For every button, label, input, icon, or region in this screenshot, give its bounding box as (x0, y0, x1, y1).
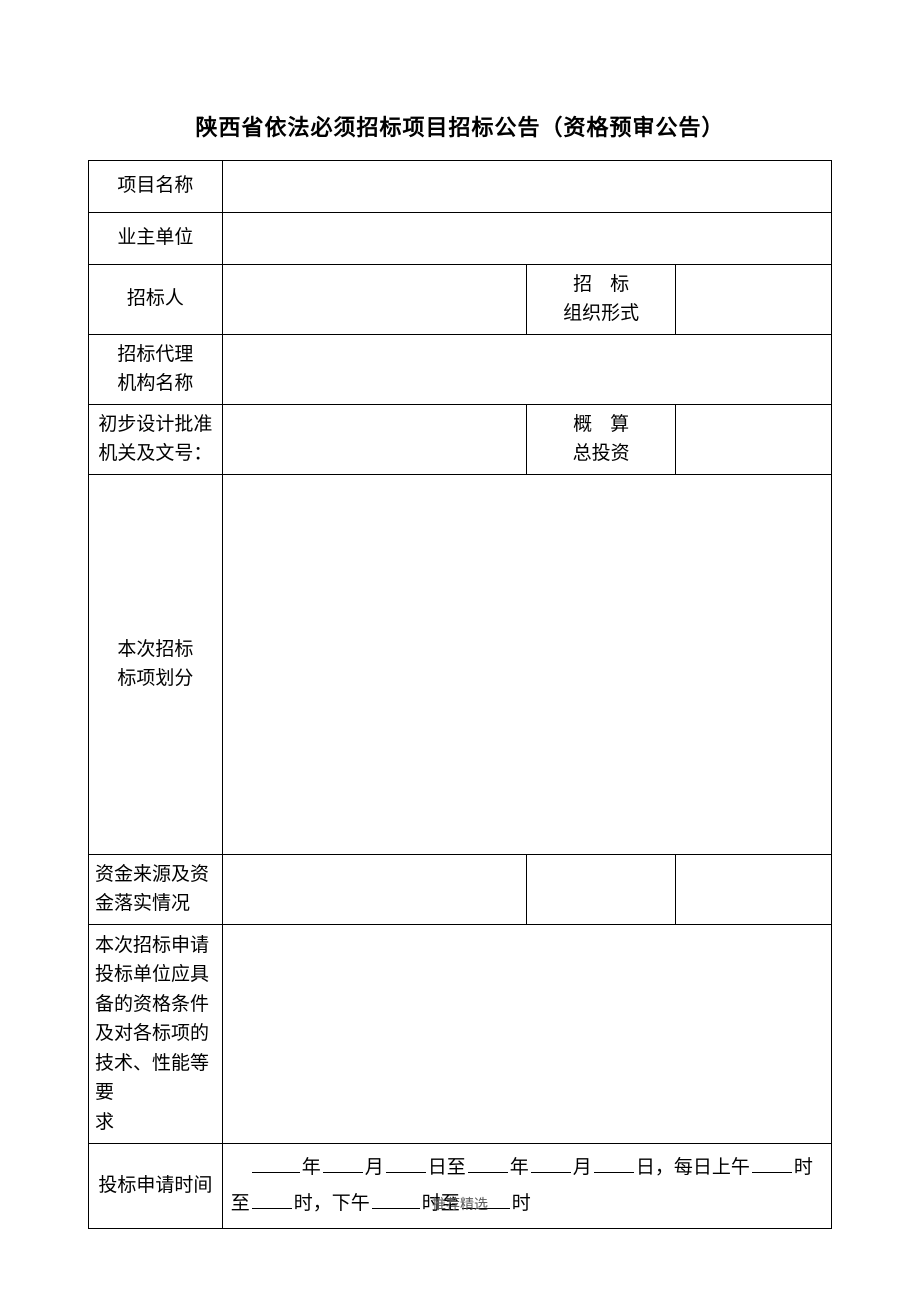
value-apply-time: 年月日至年月日，每日上午时至时，下午时至时 (222, 1144, 831, 1229)
value-budget (675, 405, 831, 475)
bid-org-form-line2: 组织形式 (563, 303, 639, 324)
txt-year2: 年 (510, 1157, 529, 1178)
row-section-division: 本次招标 标项划分 (89, 475, 832, 855)
blank-year1 (252, 1152, 300, 1173)
txt-month1: 月 (365, 1157, 384, 1178)
row-prelim: 初步设计批准 机关及文号： 概算 总投资 (89, 405, 832, 475)
blank-year2 (468, 1152, 508, 1173)
agency-line2: 机构名称 (117, 373, 193, 394)
label-owner: 业主单位 (89, 213, 223, 265)
qual-line4: 及对各标项的 (95, 1023, 209, 1044)
qual-line6: 求 (95, 1112, 114, 1133)
value-qualifications (222, 925, 831, 1144)
label-budget: 概算 总投资 (527, 405, 676, 475)
value-owner (222, 213, 831, 265)
label-qualifications: 本次招标申请 投标单位应具 备的资格条件 及对各标项的 技术、性能等要 求 (89, 925, 223, 1144)
page-title: 陕西省依法必须招标项目招标公告（资格预审公告） (88, 110, 832, 142)
label-apply-time: 投标申请时间 (89, 1144, 223, 1229)
txt-year1: 年 (302, 1157, 321, 1178)
value-prelim (222, 405, 527, 475)
row-project-name: 项目名称 (89, 161, 832, 213)
label-bid-org-form: 招标 组织形式 (527, 265, 676, 335)
funds-line2: 金落实情况 (95, 893, 190, 914)
bid-org-form-char1: 招 (573, 274, 610, 295)
label-agency: 招标代理 机构名称 (89, 335, 223, 405)
budget-line2: 总投资 (573, 443, 630, 464)
bid-org-form-line1: 招标 (573, 274, 629, 295)
section-line1: 本次招标 (117, 639, 193, 660)
budget-char2: 算 (610, 414, 629, 435)
value-funds-1 (222, 855, 527, 925)
row-owner: 业主单位 (89, 213, 832, 265)
label-funds: 资金来源及资 金落实情况 (89, 855, 223, 925)
value-funds-2 (527, 855, 676, 925)
value-funds-3 (675, 855, 831, 925)
label-bidder: 招标人 (89, 265, 223, 335)
footer-text: 推荐精选 (0, 1194, 920, 1214)
row-bidder: 招标人 招标 组织形式 (89, 265, 832, 335)
blank-day2 (594, 1152, 634, 1173)
budget-line1: 概算 (573, 414, 629, 435)
row-funds: 资金来源及资 金落实情况 (89, 855, 832, 925)
value-section-division (222, 475, 831, 855)
value-bid-org-form (675, 265, 831, 335)
prelim-line1: 初步设计批准 (98, 414, 212, 435)
label-project-name: 项目名称 (89, 161, 223, 213)
blank-month1 (323, 1152, 363, 1173)
txt-month2: 月 (573, 1157, 592, 1178)
section-line2: 标项划分 (117, 668, 193, 689)
blank-month2 (531, 1152, 571, 1173)
qual-line3: 备的资格条件 (95, 994, 209, 1015)
label-prelim: 初步设计批准 机关及文号： (89, 405, 223, 475)
budget-char1: 概 (573, 414, 610, 435)
blank-day1 (386, 1152, 426, 1173)
qual-line2: 投标单位应具 (95, 964, 209, 985)
txt-daily-am: 日，每日上午 (636, 1157, 750, 1178)
bid-org-form-char2: 标 (610, 274, 629, 295)
row-qualifications: 本次招标申请 投标单位应具 备的资格条件 及对各标项的 技术、性能等要 求 (89, 925, 832, 1144)
funds-line1: 资金来源及资 (95, 864, 209, 885)
value-bidder (222, 265, 527, 335)
txt-to: 日至 (428, 1157, 466, 1178)
qual-line5: 技术、性能等要 (95, 1053, 209, 1103)
agency-line1: 招标代理 (117, 344, 193, 365)
label-section-division: 本次招标 标项划分 (89, 475, 223, 855)
row-apply-time: 投标申请时间 年月日至年月日，每日上午时至时，下午时至时 (89, 1144, 832, 1229)
blank-hour1 (752, 1152, 792, 1173)
txt-hour1: 时 (794, 1157, 813, 1178)
page-container: 陕西省依法必须招标项目招标公告（资格预审公告） 项目名称 业主单位 招标人 招标… (0, 0, 920, 1229)
form-table: 项目名称 业主单位 招标人 招标 组织形式 招标代理 机构名称 (88, 160, 832, 1229)
value-agency (222, 335, 831, 405)
qual-line1: 本次招标申请 (95, 935, 209, 956)
prelim-line2: 机关及文号： (98, 443, 212, 464)
value-project-name (222, 161, 831, 213)
row-agency: 招标代理 机构名称 (89, 335, 832, 405)
